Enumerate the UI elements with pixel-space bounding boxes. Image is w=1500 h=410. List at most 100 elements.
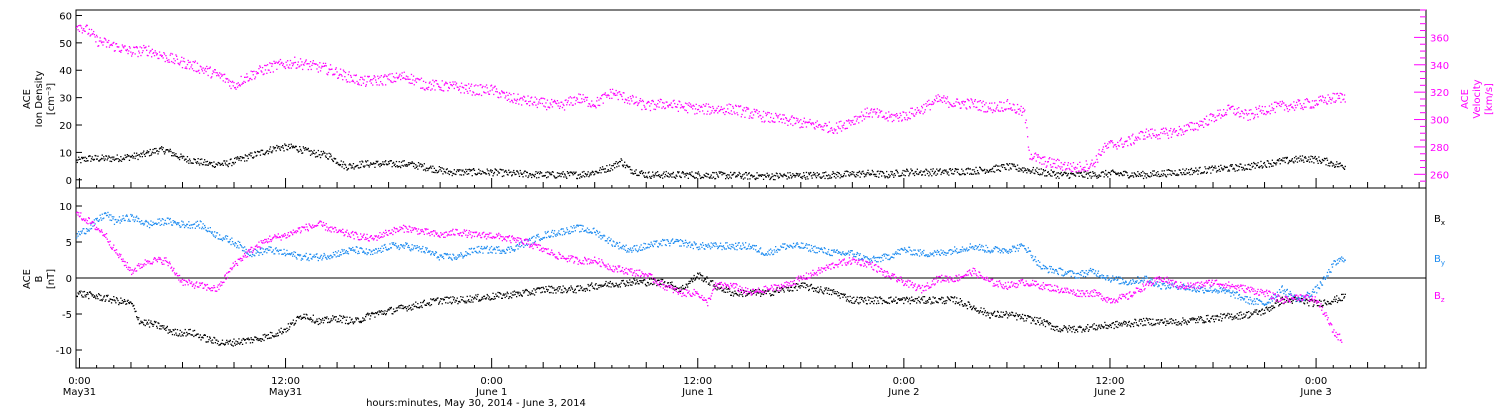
velocity-point [449,81,451,84]
bx-point [760,293,762,295]
density-point [831,173,833,175]
bx-point [588,285,590,287]
density-point [103,159,106,162]
density-point [282,147,284,149]
velocity-point [1288,105,1290,107]
bx-point [131,303,133,305]
velocity-point [1094,166,1096,168]
density-point [440,167,442,169]
velocity-point [855,115,857,117]
velocity-point [238,84,240,87]
bx-point [409,307,411,310]
density-point [630,172,632,174]
density-point [759,174,761,176]
density-point [307,147,309,150]
density-point [1273,162,1275,164]
velocity-point [563,109,566,111]
density-point [689,172,691,174]
velocity-point [1204,118,1206,120]
density-point [878,173,881,175]
density-point [850,174,852,176]
density-point [165,149,167,151]
velocity-point [141,52,143,54]
density-point [85,157,88,160]
bx-point [735,292,737,295]
bx-point [580,287,582,290]
density-point [556,172,559,174]
density-point [838,172,840,174]
velocity-point [83,28,85,30]
bx-point [138,323,141,325]
velocity-point [397,76,400,78]
velocity-point [1300,107,1302,110]
velocity-point [1161,128,1163,130]
density-point [364,165,366,167]
density-point [166,149,168,151]
density-point [1341,164,1343,166]
bx-point [344,322,347,325]
density-point [932,168,934,170]
density-point [1100,175,1102,177]
velocity-point [1144,138,1146,140]
density-point [871,169,873,172]
density-point [522,176,524,178]
velocity-point [233,81,235,84]
density-point [167,149,169,151]
velocity-point [533,101,535,103]
bx-point [200,339,202,341]
density-point [344,163,346,165]
velocity-point [102,44,104,46]
velocity-point [1008,108,1010,110]
density-point [782,176,784,178]
velocity-point [319,70,322,72]
velocity-point [857,116,859,118]
bx-point [727,288,730,290]
bx-point [224,344,226,346]
velocity-point [1130,143,1132,145]
velocity-point [1180,128,1182,130]
density-point [641,170,643,172]
density-point [1151,173,1153,175]
velocity-point [172,61,174,64]
velocity-point [463,87,465,89]
velocity-point [1085,160,1087,162]
bx-point [640,281,642,283]
velocity-point [299,65,301,67]
velocity-point [1229,108,1231,110]
bx-point [886,301,888,303]
density-point [97,155,99,157]
bx-point [264,333,266,336]
density-point [1067,172,1069,175]
velocity-point [638,102,640,104]
density-point [623,164,625,166]
density-point [1298,157,1300,159]
bx-point [209,337,211,339]
velocity-point [850,120,853,122]
velocity-point [1183,133,1185,135]
bx-point [777,291,780,293]
velocity-point [430,83,433,85]
bx-point [342,315,345,317]
density-point [216,163,218,165]
density-point [695,177,697,179]
density-point [1021,167,1024,169]
velocity-point [528,101,530,103]
velocity-point [1071,165,1073,167]
velocity-point [581,101,584,103]
density-point [313,149,315,152]
density-point [488,174,491,176]
bx-point [690,278,692,280]
density-point [256,154,258,157]
bx-point [107,294,109,296]
bx-point [277,334,279,337]
velocity-point [1237,111,1239,113]
bx-point [251,338,253,341]
bx-point [568,287,571,289]
density-point [1039,173,1042,175]
velocity-point [944,97,946,99]
density-point [757,177,759,179]
bx-point [417,306,420,309]
density-point [134,157,136,160]
density-point [921,174,924,176]
velocity-point [906,114,908,116]
